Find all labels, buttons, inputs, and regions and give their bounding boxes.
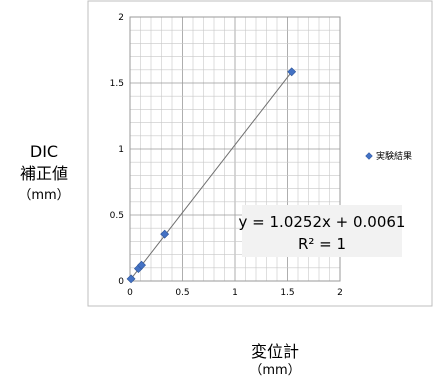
legend-label: 実験結果 [376, 150, 412, 162]
r-squared-label: R² = 1 [298, 235, 346, 253]
y-axis-title: DIC 補正値 （mm） [0, 141, 88, 207]
trendline-equation: y = 1.0252x + 0.0061 [239, 213, 406, 231]
x-axis-title: 変位計 （mm） [185, 341, 365, 379]
x-tick-label: 1 [232, 288, 238, 298]
trendline-equation-box: y = 1.0252x + 0.0061 R² = 1 [239, 205, 406, 257]
data-point [137, 260, 146, 270]
data-point [126, 274, 136, 284]
legend: 実験結果 [365, 150, 412, 162]
x-tick-label: 2 [337, 288, 343, 298]
y-tick-label: 0.5 [110, 211, 124, 221]
x-axis-unit: （mm） [249, 363, 301, 378]
y-axis-title-line1: DIC [29, 142, 59, 161]
x-tick-label: 1.5 [280, 288, 294, 298]
plot-area [129, 16, 341, 282]
trendline-group [129, 71, 293, 281]
data-point [287, 67, 297, 77]
y-axis-title-line2: 補正値 [19, 164, 68, 183]
trendline [129, 71, 293, 281]
equation-background [242, 205, 402, 257]
grid [130, 17, 340, 281]
data-points [126, 67, 297, 284]
y-axis-unit: （mm） [18, 188, 70, 203]
data-point [160, 229, 170, 239]
x-axis-title-line1: 変位計 [250, 342, 299, 361]
y-tick-label: 1 [118, 145, 124, 155]
y-tick-label: 1.5 [110, 79, 124, 89]
y-tick-label: 2 [118, 13, 124, 23]
x-tick-label: 0.5 [175, 288, 189, 298]
y-tick-label: 0 [118, 277, 124, 287]
legend-marker [365, 152, 373, 160]
tick-labels: 0 0.5 1 1.5 2 0 0.5 1 1.5 2 [110, 13, 343, 298]
x-tick-label: 0 [127, 288, 133, 298]
